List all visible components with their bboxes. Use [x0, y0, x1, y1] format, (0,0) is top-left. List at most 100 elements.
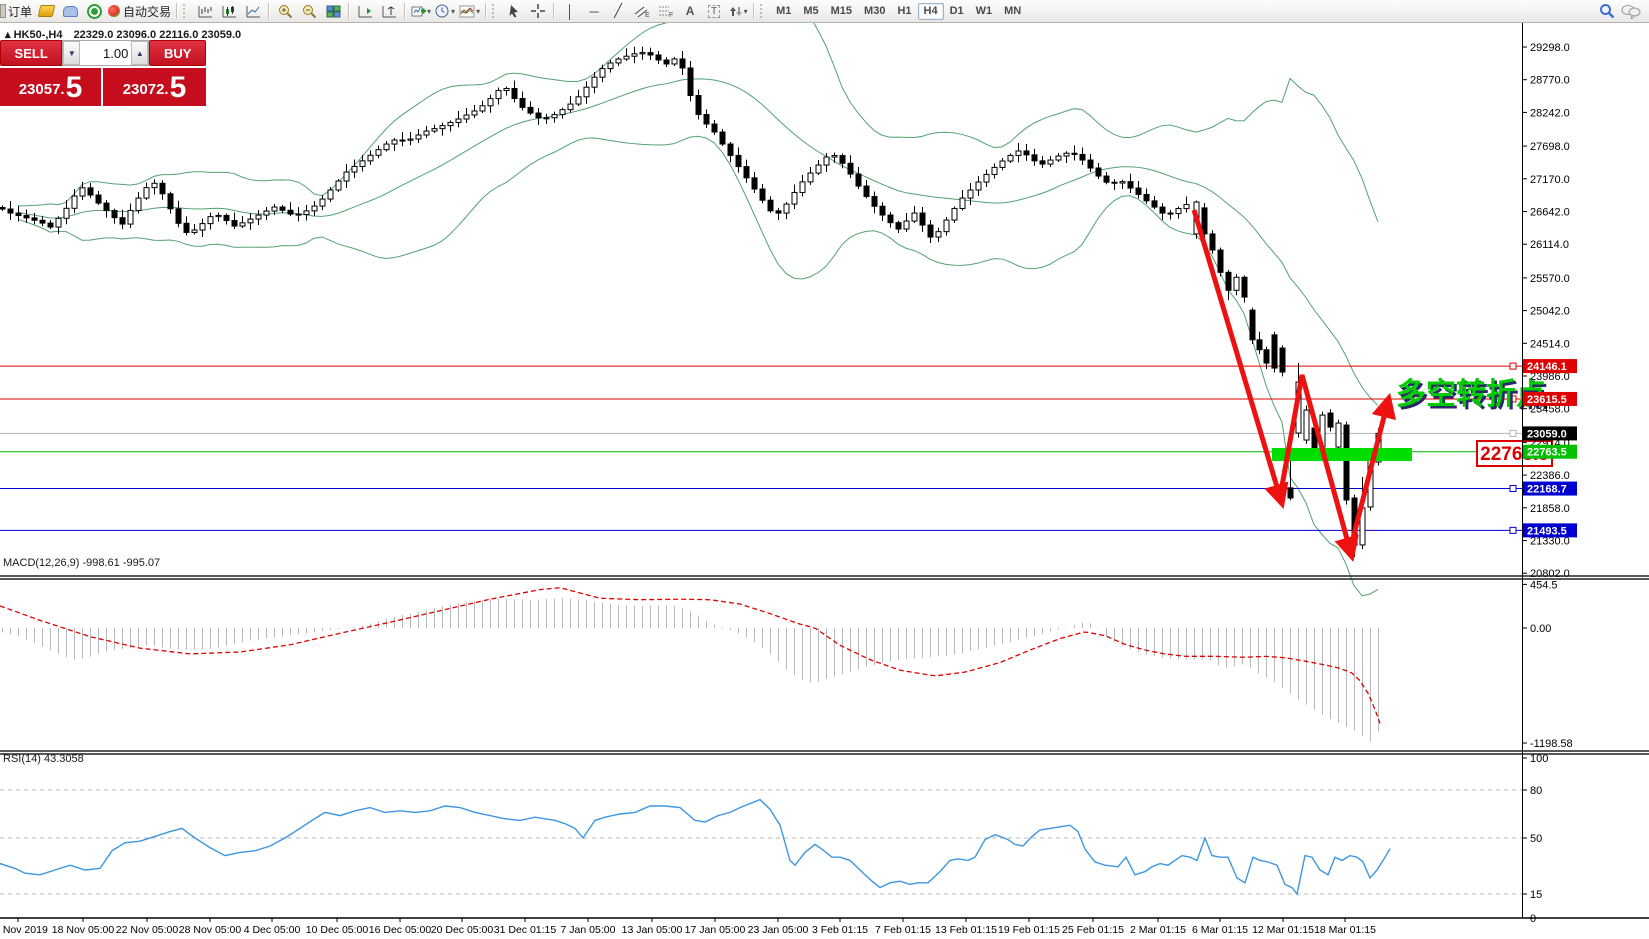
zoom-out-button[interactable] [297, 2, 321, 20]
price-tick-label: 26642.0 [1530, 206, 1570, 218]
new-chart-button[interactable]: ▾ [409, 2, 433, 20]
buy-button[interactable]: BUY [149, 40, 206, 66]
fibonacci-tool-button[interactable]: F [654, 2, 678, 20]
trend-arrow[interactable] [1347, 392, 1397, 551]
line-chart-icon [246, 5, 260, 17]
volume-increase-button[interactable]: ▲ [131, 41, 149, 65]
timeframe-d1[interactable]: D1 [949, 4, 964, 17]
vertical-line-tool-button[interactable]: │ [558, 2, 582, 20]
rsi-panel: 100 80 50 15 0 [0, 753, 1548, 925]
chevron-down-icon: ▾ [451, 6, 456, 16]
price-tick-label: 27698.0 [1530, 141, 1570, 153]
sell-button[interactable]: SELL [0, 40, 63, 66]
price-badge [1523, 481, 1577, 496]
tile-windows-button[interactable] [321, 2, 345, 20]
new-order-label: 订单 [8, 4, 33, 19]
line-handle[interactable] [1509, 485, 1517, 493]
volume-value[interactable]: 1.00 [103, 45, 129, 61]
line-handle[interactable] [1509, 362, 1517, 370]
clock-icon [435, 4, 449, 17]
price-badge-label: 23615.5 [1527, 394, 1567, 406]
volume-decrease-button[interactable]: ▼ [63, 41, 81, 65]
chart-canvas[interactable]: 多空转折点多空转折点22763.529298.028770.028242.027… [0, 22, 1649, 939]
trend-arrow[interactable] [1277, 374, 1359, 563]
search-button[interactable] [1595, 2, 1619, 20]
rsi-tick-label: 0 [1530, 913, 1536, 925]
horizontal-line-tool-button[interactable]: ─ [582, 2, 606, 20]
line-chart-mode-button[interactable] [241, 2, 265, 20]
deposit-button[interactable] [34, 2, 58, 20]
trend-arrow[interactable] [1191, 209, 1289, 509]
price-badge [1523, 444, 1577, 459]
crosshair-tool-button[interactable] [526, 2, 550, 20]
candle-chart-icon [222, 5, 236, 17]
cursor-tool-button[interactable] [502, 2, 526, 20]
cn-annotation-text[interactable]: 多空转折点 [1396, 378, 1546, 411]
time-tick-label: 25 Feb 01:15 [1062, 924, 1124, 936]
label-icon: T [708, 4, 721, 18]
periods-button[interactable]: ▾ [433, 2, 457, 20]
transfer-button[interactable] [58, 2, 82, 20]
tile-windows-icon [326, 5, 341, 17]
timeframe-m30[interactable]: M30 [864, 4, 886, 17]
auto-scroll-button[interactable] [353, 2, 377, 20]
price-tick-label: 23986.0 [1530, 371, 1570, 383]
timeframe-w1[interactable]: W1 [975, 4, 993, 17]
line-handle[interactable] [1509, 526, 1517, 534]
autotrading-label: 自动交易 [123, 4, 172, 19]
channel-tool-button[interactable]: E [630, 2, 654, 20]
zoom-out-icon [302, 4, 316, 18]
price-tick-label: 24514.0 [1530, 338, 1570, 350]
text-tool-button[interactable]: A [678, 2, 702, 20]
new-order-icon [0, 4, 6, 18]
zoom-in-button[interactable] [273, 2, 297, 20]
time-tick-label: 19 Feb 01:15 [998, 924, 1060, 936]
timeframe-m1[interactable]: M1 [776, 4, 792, 17]
volume-stepper: ▼ 1.00 ▲ [62, 40, 150, 66]
timeframe-mn[interactable]: MN [1004, 4, 1022, 17]
chat-bubbles-icon [1621, 4, 1641, 19]
buy-price-big: 5 [169, 71, 187, 104]
timeframe-m5[interactable]: M5 [803, 4, 819, 17]
chart-area[interactable]: 多空转折点 多空转折点 22763.5 29298.0 28770.0 28242.0 27… [0, 22, 1649, 939]
trendline-icon: ╱ [614, 3, 622, 18]
crosshair-icon [531, 4, 546, 18]
new-chart-icon [411, 6, 427, 16]
line-handle[interactable] [1509, 429, 1517, 437]
chat-button[interactable] [1619, 2, 1643, 20]
buy-price[interactable]: 23072. 5 [103, 68, 206, 106]
text-icon: A [685, 4, 695, 18]
timeframe-m15[interactable]: M15 [830, 4, 853, 17]
bar-chart-mode-button[interactable] [193, 2, 217, 20]
signals-button[interactable] [82, 2, 106, 20]
price-tick-label: 21858.0 [1530, 503, 1570, 515]
arrows-tool-button[interactable]: ▾ [726, 2, 750, 20]
indicators-icon [459, 5, 475, 17]
price-tick-label: 23458.0 [1530, 404, 1570, 416]
horizontal-line-icon: ─ [589, 3, 599, 19]
time-tick-label: 4 Dec 05:00 [244, 924, 301, 936]
chart-shift-button[interactable] [377, 2, 401, 20]
line-handle[interactable] [1509, 395, 1517, 403]
sell-price-main: 23057. [18, 81, 65, 98]
macd-signal-line [0, 587, 1381, 724]
indicators-button[interactable]: ▾ [457, 2, 482, 20]
autotrading-button[interactable]: 自动交易 [106, 2, 173, 20]
new-order-button[interactable]: 订单 [0, 2, 34, 20]
bollinger-bands [17, 22, 1379, 597]
sell-price[interactable]: 23057. 5 [0, 68, 101, 106]
time-tick-label: 28 Nov 05:00 [179, 924, 242, 936]
green-highlight-bar[interactable] [1272, 448, 1412, 461]
trendline-tool-button[interactable]: ╱ [606, 2, 630, 20]
timeframe-h4[interactable]: H4 [917, 2, 944, 20]
price-badge-label: 23059.0 [1527, 428, 1567, 440]
auto-scroll-icon [358, 5, 372, 17]
candle-chart-mode-button[interactable] [217, 2, 241, 20]
time-tick-label: 31 Dec 01:15 [494, 924, 557, 936]
label-tool-button[interactable]: T [702, 2, 726, 20]
radar-icon [86, 3, 102, 19]
macd-tick-label: -1198.58 [1530, 738, 1573, 750]
timeframe-h1[interactable]: H1 [897, 4, 912, 17]
price-tick-label: 22386.0 [1530, 470, 1570, 482]
